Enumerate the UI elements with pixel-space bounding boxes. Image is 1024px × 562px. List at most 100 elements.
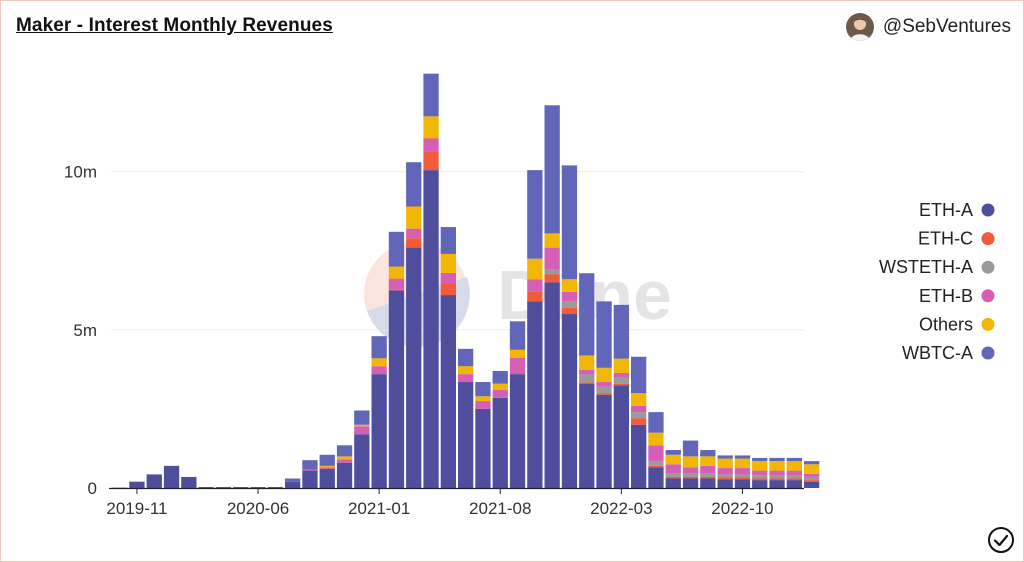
bar-segment-others[interactable] xyxy=(423,116,439,139)
bar-segment-wsteth-a[interactable] xyxy=(804,476,820,481)
bar-segment-eth-a[interactable] xyxy=(181,476,197,488)
bar-segment-eth-a[interactable] xyxy=(613,385,629,488)
bar-segment-others[interactable] xyxy=(544,233,560,248)
bar-segment-eth-a[interactable] xyxy=(665,478,681,488)
bar-segment-eth-a[interactable] xyxy=(354,434,370,488)
bar-segment-eth-a[interactable] xyxy=(198,487,214,488)
bar-segment-eth-c[interactable] xyxy=(786,478,802,481)
bar-segment-eth-a[interactable] xyxy=(544,282,560,488)
bar-segment-wbtc-a[interactable] xyxy=(458,348,474,367)
bar-segment-wsteth-a[interactable] xyxy=(648,461,664,466)
bar-segment-eth-b[interactable] xyxy=(440,272,456,284)
bar-segment-eth-c[interactable] xyxy=(596,393,612,395)
bar-segment-eth-b[interactable] xyxy=(804,473,820,477)
bar-segment-eth-c[interactable] xyxy=(388,289,405,291)
bar-segment-wsteth-a[interactable] xyxy=(544,269,560,275)
bar-segment-wbtc-a[interactable] xyxy=(509,321,526,350)
bar-segment-eth-a[interactable] xyxy=(336,462,353,488)
bar-segment-eth-b[interactable] xyxy=(682,467,699,474)
bar-segment-eth-c[interactable] xyxy=(423,151,439,171)
bar-segment-eth-a[interactable] xyxy=(267,487,283,488)
bar-segment-eth-a[interactable] xyxy=(561,314,578,488)
legend-item-eth-a[interactable]: ETH-A xyxy=(919,200,995,220)
bar-segment-eth-a[interactable] xyxy=(302,470,318,488)
bar-segment-others[interactable] xyxy=(613,358,629,373)
bar-segment-wbtc-a[interactable] xyxy=(440,227,456,254)
bar-segment-eth-c[interactable] xyxy=(631,418,647,425)
bar-segment-wbtc-a[interactable] xyxy=(596,301,612,368)
bar-segment-eth-c[interactable] xyxy=(682,476,699,479)
bar-segment-others[interactable] xyxy=(631,393,647,406)
bar-segment-eth-a[interactable] xyxy=(527,301,543,488)
bar-segment-others[interactable] xyxy=(734,458,751,469)
bar-segment-wbtc-a[interactable] xyxy=(700,450,716,457)
bar-segment-wbtc-a[interactable] xyxy=(769,457,785,462)
bar-segment-eth-b[interactable] xyxy=(458,374,474,383)
bar-segment-wsteth-a[interactable] xyxy=(613,377,629,384)
bar-segment-others[interactable] xyxy=(475,396,491,402)
bar-segment-eth-b[interactable] xyxy=(475,401,491,409)
bar-segment-eth-c[interactable] xyxy=(406,238,422,248)
bar-segment-eth-c[interactable] xyxy=(613,383,629,386)
bar-segment-wbtc-a[interactable] xyxy=(631,356,647,394)
bar-segment-eth-c[interactable] xyxy=(700,476,716,479)
bar-segment-wbtc-a[interactable] xyxy=(371,336,387,359)
bar-segment-wbtc-a[interactable] xyxy=(406,162,422,207)
bar-segment-wbtc-a[interactable] xyxy=(319,454,335,466)
bar-segment-wsteth-a[interactable] xyxy=(752,475,768,479)
bar-segment-eth-a[interactable] xyxy=(423,170,439,488)
bar-segment-wbtc-a[interactable] xyxy=(786,457,802,462)
bar-segment-others[interactable] xyxy=(579,355,595,370)
author-badge[interactable]: @SebVentures xyxy=(845,13,1011,41)
bar-segment-wbtc-a[interactable] xyxy=(682,440,699,457)
bar-segment-others[interactable] xyxy=(682,456,699,468)
bar-segment-wbtc-a[interactable] xyxy=(423,73,439,117)
bar-segment-wbtc-a[interactable] xyxy=(544,105,560,234)
bar-segment-others[interactable] xyxy=(440,253,456,273)
legend-item-eth-b[interactable]: ETH-B xyxy=(919,286,995,306)
bar-segment-others[interactable] xyxy=(769,461,785,471)
bar-segment-eth-c[interactable] xyxy=(648,465,664,468)
bar-segment-eth-a[interactable] xyxy=(509,374,526,488)
bar-segment-others[interactable] xyxy=(786,461,802,471)
bar-segment-eth-a[interactable] xyxy=(233,487,249,488)
bar-segment-eth-a[interactable] xyxy=(734,479,751,488)
bar-segment-wsteth-a[interactable] xyxy=(579,374,595,383)
bar-segment-others[interactable] xyxy=(648,432,664,446)
bar-segment-eth-b[interactable] xyxy=(631,405,647,413)
bar-segment-eth-b[interactable] xyxy=(613,372,629,378)
bar-segment-eth-b[interactable] xyxy=(752,470,768,476)
bar-segment-eth-c[interactable] xyxy=(752,478,768,481)
bar-segment-eth-b[interactable] xyxy=(388,278,405,290)
bar-segment-eth-a[interactable] xyxy=(285,481,301,488)
legend-item-wsteth-a[interactable]: WSTETH-A xyxy=(879,257,995,277)
bar-segment-eth-c[interactable] xyxy=(509,373,526,375)
bar-segment-eth-c[interactable] xyxy=(579,382,595,384)
bar-segment-eth-b[interactable] xyxy=(786,470,802,476)
bar-segment-wsteth-a[interactable] xyxy=(596,386,612,394)
bar-segment-wbtc-a[interactable] xyxy=(648,412,664,433)
bar-segment-wbtc-a[interactable] xyxy=(354,410,370,425)
bar-segment-wbtc-a[interactable] xyxy=(285,478,301,482)
bar-segment-others[interactable] xyxy=(458,366,474,375)
bar-segment-eth-a[interactable] xyxy=(804,481,820,488)
bar-segment-eth-b[interactable] xyxy=(406,228,422,239)
bar-segment-eth-a[interactable] xyxy=(475,408,491,488)
bar-segment-wsteth-a[interactable] xyxy=(734,474,751,478)
bar-segment-others[interactable] xyxy=(354,424,370,427)
bar-segment-others[interactable] xyxy=(509,349,526,358)
bar-segment-others[interactable] xyxy=(336,456,353,460)
bar-segment-wsteth-a[interactable] xyxy=(631,412,647,419)
bar-segment-wsteth-a[interactable] xyxy=(717,474,733,478)
bar-segment-wbtc-a[interactable] xyxy=(804,461,820,465)
bar-segment-wbtc-a[interactable] xyxy=(336,445,353,457)
bar-segment-others[interactable] xyxy=(596,367,612,383)
page-title[interactable]: Maker - Interest Monthly Revenues xyxy=(16,15,333,36)
bar-segment-eth-b[interactable] xyxy=(509,357,526,374)
bar-segment-eth-b[interactable] xyxy=(769,470,785,476)
bar-segment-eth-b[interactable] xyxy=(561,291,578,302)
bar-segment-wsteth-a[interactable] xyxy=(665,473,681,477)
bar-segment-eth-b[interactable] xyxy=(319,467,335,470)
bar-segment-eth-a[interactable] xyxy=(700,478,716,488)
bar-segment-wbtc-a[interactable] xyxy=(665,450,681,455)
